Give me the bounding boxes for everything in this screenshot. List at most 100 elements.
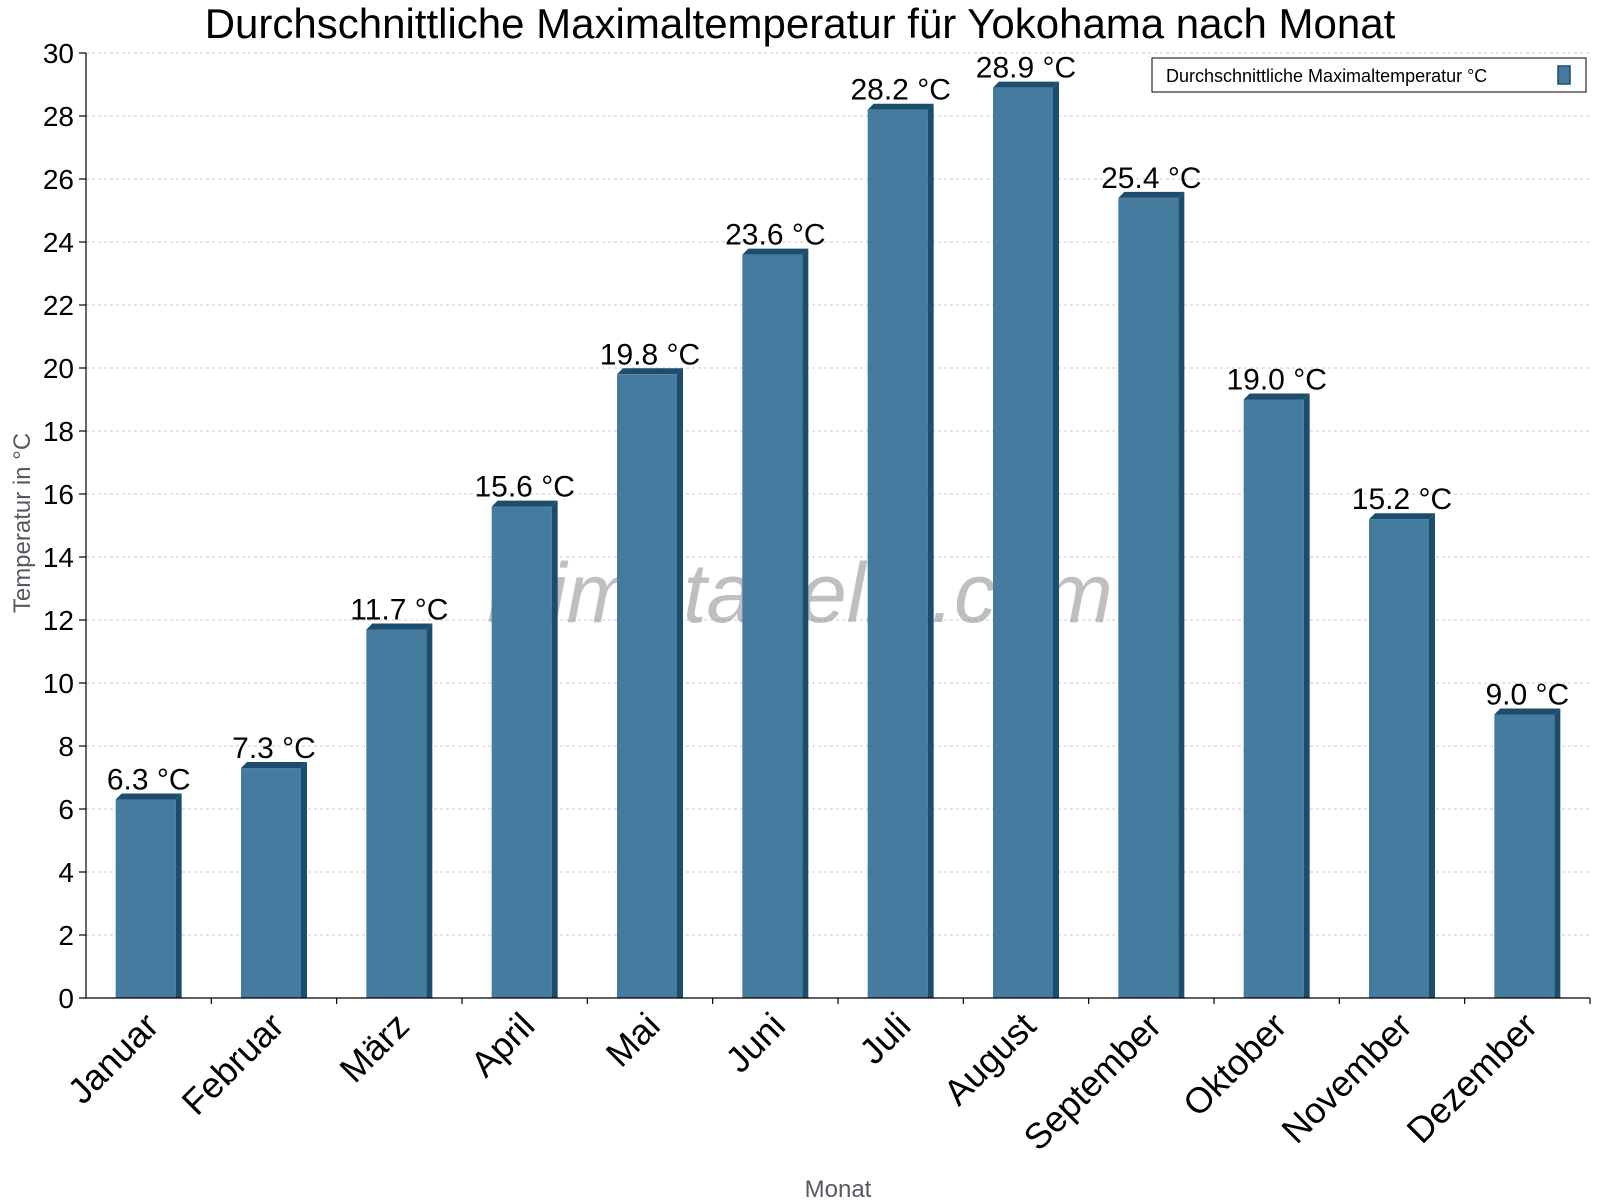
- bar-top: [1118, 191, 1185, 198]
- bar-top: [241, 762, 307, 769]
- bar-1: [241, 762, 307, 998]
- bar-side: [1429, 513, 1435, 998]
- x-axis-label: Monat: [805, 1176, 872, 1200]
- bar-8: [1118, 191, 1185, 998]
- bar-front: [1369, 519, 1429, 998]
- y-tick-label: 6: [58, 794, 74, 825]
- y-tick-label: 4: [58, 857, 74, 888]
- data-labels: 6.3 °C 7.3 °C 11.7 °C 15.6 °C 19.8 °C 23.6 °C…: [107, 52, 1569, 797]
- y-tick-label: 10: [43, 668, 74, 699]
- bar-top: [366, 623, 433, 630]
- bar-0: [115, 793, 182, 998]
- bar-front: [241, 768, 301, 998]
- bar-6: [867, 103, 934, 998]
- y-tick-label: 14: [43, 542, 74, 573]
- x-tick-label: Mai: [598, 1005, 668, 1075]
- legend: Durchschnittliche Maximaltemperatur °C: [1151, 57, 1587, 93]
- bar-front: [115, 799, 176, 998]
- bar-top: [867, 103, 934, 110]
- bar-top: [1494, 708, 1561, 715]
- x-tick-label: August: [935, 1005, 1043, 1113]
- bar-side: [927, 103, 934, 998]
- bar-2: [366, 623, 433, 998]
- bar-3: [491, 500, 558, 998]
- bar-side: [175, 793, 182, 998]
- legend-swatch: [1557, 65, 1571, 85]
- y-tick-label: 20: [43, 353, 74, 384]
- bar-top: [617, 368, 683, 375]
- bar-4: [617, 368, 683, 998]
- bar-front: [617, 374, 677, 998]
- bar-top: [1369, 513, 1435, 520]
- data-label: 11.7 °C: [350, 593, 448, 626]
- chart-title: Durchschnittliche Maximaltemperatur für …: [205, 0, 1396, 47]
- axes: [85, 53, 1590, 999]
- y-tick-label: 24: [43, 227, 74, 258]
- legend-box: [1151, 57, 1587, 93]
- data-label: 28.2 °C: [850, 74, 950, 107]
- bar-side: [1178, 191, 1185, 998]
- bar-top: [1243, 393, 1310, 400]
- bar-side: [426, 623, 433, 998]
- y-tick-label: 2: [58, 920, 74, 951]
- bar-top: [115, 793, 182, 800]
- y-tick-label: 28: [43, 101, 74, 132]
- x-tick-label: Oktober: [1175, 1005, 1295, 1125]
- bar-side: [1303, 393, 1310, 998]
- bar-top: [742, 248, 809, 255]
- bar-9: [1243, 393, 1310, 998]
- y-tick-label: 8: [58, 731, 74, 762]
- y-tick-label: 18: [43, 416, 74, 447]
- data-label: 7.3 °C: [232, 732, 316, 765]
- bar-5: [742, 248, 809, 999]
- bars: [115, 81, 1561, 999]
- x-tick-label: Dezember: [1399, 1005, 1545, 1151]
- x-tick-label: Februar: [174, 1005, 292, 1123]
- bar-front: [1118, 197, 1179, 998]
- x-tick-label: Juni: [717, 1005, 793, 1081]
- x-tick-label: April: [462, 1005, 542, 1085]
- bar-7: [993, 81, 1059, 998]
- bar-side: [677, 368, 683, 998]
- data-label: 9.0 °C: [1485, 679, 1569, 712]
- data-label: 6.3 °C: [107, 764, 191, 797]
- x-tick-label: September: [1015, 1005, 1169, 1159]
- bar-front: [1243, 399, 1304, 998]
- bar-side: [551, 500, 558, 998]
- bar-side: [1053, 81, 1059, 998]
- y-axis-label: Temperatur in °C: [9, 433, 36, 613]
- bar-front: [993, 87, 1053, 998]
- data-label: 15.2 °C: [1352, 483, 1452, 516]
- data-label: 23.6 °C: [725, 219, 825, 252]
- x-tick-label: Januar: [59, 1005, 166, 1112]
- legend-label: Durchschnittliche Maximaltemperatur °C: [1166, 66, 1487, 86]
- y-tick-label: 26: [43, 164, 74, 195]
- x-axis-ticks: Januar Februar März April Mai Juni Juli AugustS…: [59, 998, 1591, 1159]
- bar-10: [1369, 513, 1435, 998]
- gridlines: [86, 52, 1590, 936]
- y-tick-label: 16: [43, 479, 74, 510]
- bar-side: [802, 248, 809, 999]
- bar-top: [491, 500, 558, 507]
- y-tick-label: 0: [58, 983, 74, 1014]
- x-tick-label: März: [331, 1005, 417, 1091]
- bar-front: [491, 506, 552, 998]
- y-tick-label: 30: [43, 38, 74, 69]
- y-tick-label: 22: [43, 290, 74, 321]
- bar-top: [993, 81, 1059, 88]
- data-label: 28.9 °C: [976, 52, 1076, 85]
- data-label: 15.6 °C: [474, 471, 574, 504]
- bar-front: [742, 254, 803, 999]
- data-label: 19.8 °C: [600, 338, 700, 371]
- bar-front: [366, 629, 427, 998]
- x-tick-label: Juli: [851, 1005, 918, 1072]
- bar-side: [1554, 708, 1561, 998]
- bar-side: [301, 762, 307, 998]
- data-label: 19.0 °C: [1226, 364, 1326, 397]
- y-tick-label: 12: [43, 605, 74, 636]
- bar-front: [1494, 714, 1555, 998]
- x-tick-label: November: [1273, 1005, 1419, 1151]
- data-label: 25.4 °C: [1101, 162, 1201, 195]
